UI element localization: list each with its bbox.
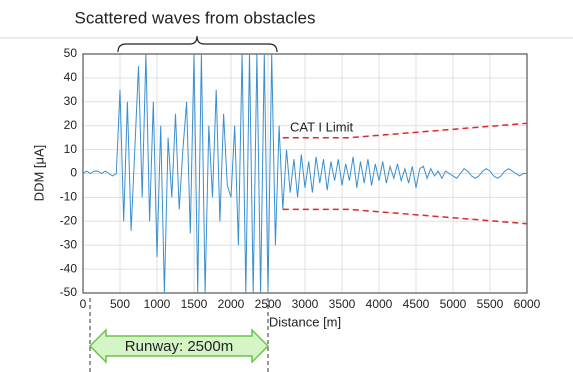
- y-axis-label: DDM [μA]: [31, 145, 46, 202]
- x-tick-label: 4000: [366, 297, 393, 311]
- y-tick-label: 40: [64, 70, 78, 84]
- brace: [117, 35, 278, 53]
- y-tick-label: -20: [60, 213, 78, 227]
- chart-title: Scattered waves from obstacles: [75, 8, 316, 27]
- y-tick-label: -40: [60, 261, 78, 275]
- y-tick-label: -50: [60, 285, 78, 299]
- y-tick-label: 50: [64, 46, 78, 60]
- x-tick-label: 2500: [255, 297, 282, 311]
- x-tick-label: 1000: [144, 297, 171, 311]
- x-tick-label: 6000: [514, 297, 541, 311]
- ddm-line: [82, 53, 527, 294]
- limit-line: [282, 122, 528, 139]
- x-tick-label: 2000: [218, 297, 245, 311]
- x-tick-label: 500: [110, 297, 130, 311]
- y-tick-label: 30: [64, 94, 78, 108]
- limit-label: CAT I Limit: [290, 119, 353, 134]
- y-tick-label: 0: [70, 166, 77, 180]
- limit-line: [282, 208, 528, 225]
- x-axis-label: Distance [m]: [269, 314, 341, 329]
- y-tick-label: -10: [60, 190, 78, 204]
- y-tick-label: -30: [60, 237, 78, 251]
- y-tick-label: 10: [64, 142, 78, 156]
- x-tick-label: 3000: [292, 297, 319, 311]
- x-tick-label: 5500: [477, 297, 504, 311]
- runway-arrow: [88, 328, 270, 364]
- runway-label: Runway: 2500m: [125, 338, 233, 355]
- x-tick-label: 0: [80, 297, 87, 311]
- x-tick-label: 3500: [329, 297, 356, 311]
- x-tick-label: 5000: [440, 297, 467, 311]
- x-tick-label: 1500: [181, 297, 208, 311]
- y-tick-label: 20: [64, 118, 78, 132]
- x-tick-label: 4500: [403, 297, 430, 311]
